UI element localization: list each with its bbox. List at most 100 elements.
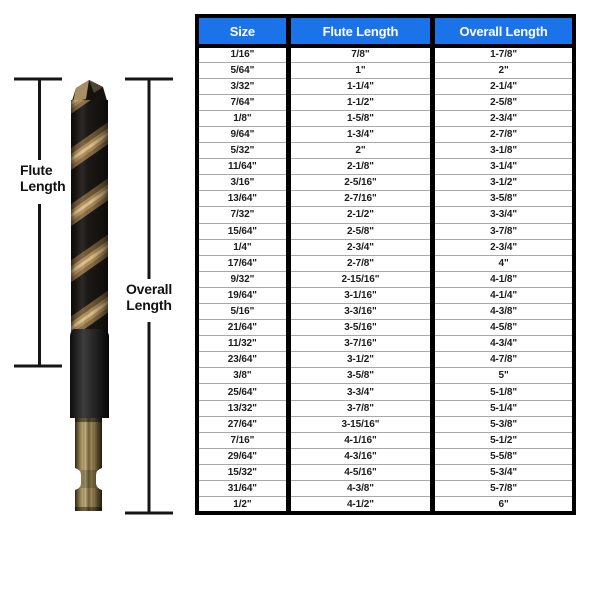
- table-row: 23/64" 3-1/2" 4-7/8": [197, 351, 574, 368]
- table-row: 7/32" 2-1/2" 3-3/4": [197, 206, 574, 224]
- table-row: 1/16" 7/8" 1-7/8": [197, 46, 574, 63]
- flute-length-label: Flute Length: [20, 162, 66, 194]
- table-cell: 25/64": [197, 383, 289, 401]
- table-cell: 5-1/4": [430, 399, 574, 417]
- table-cell: 3-1/2": [430, 174, 574, 191]
- table-cell: 2-15/16": [285, 270, 433, 288]
- table-cell: 13/32": [197, 399, 289, 417]
- table-cell: 3-5/16": [285, 319, 433, 336]
- overall-length-label: Overall Length: [111, 281, 187, 313]
- drill-flutes: [71, 100, 108, 337]
- table-row: 31/64" 4-3/8" 5-7/8": [197, 480, 574, 497]
- table-cell: 5-1/2": [430, 431, 574, 449]
- table-cell: 1-7/8": [430, 46, 574, 63]
- table-cell: 2-1/2": [285, 206, 433, 224]
- drill-bit-image: [14, 77, 173, 515]
- table-row: 25/64" 3-3/4" 5-1/8": [197, 383, 574, 401]
- drill-shank: [70, 329, 109, 418]
- table-cell: 4-1/4": [430, 286, 574, 304]
- table-row: 7/16" 4-1/16" 5-1/2": [197, 431, 574, 449]
- table-cell: 3-3/4": [285, 383, 433, 401]
- table-cell: 2-1/4": [430, 77, 574, 95]
- table-cell: 5": [430, 367, 574, 384]
- table-cell: 2-7/8": [285, 254, 433, 272]
- overall-length-dimension-line: [125, 77, 173, 515]
- table-cell: 7/16": [197, 431, 289, 449]
- table-cell: 1-3/4": [285, 125, 433, 143]
- table-cell: 5-1/8": [430, 383, 574, 401]
- table-cell: 3-3/16": [285, 302, 433, 320]
- column-header-size: Size: [197, 16, 289, 48]
- table-cell: 21/64": [197, 319, 289, 336]
- table-cell: 7/8": [285, 46, 433, 63]
- drill-hex-shank: [75, 418, 102, 511]
- table-row: 11/32" 3-7/16" 4-3/4": [197, 335, 574, 352]
- table-cell: 4-1/2": [285, 496, 433, 513]
- table-row: 9/64" 1-3/4" 2-7/8": [197, 125, 574, 143]
- table-cell: 3-7/8": [285, 399, 433, 417]
- table-cell: 4-1/8": [430, 270, 574, 288]
- table-row: 27/64" 3-15/16" 5-3/8": [197, 415, 574, 433]
- flute-length-label-line2: Length: [20, 178, 66, 194]
- table-cell: 2-7/8": [430, 125, 574, 143]
- overall-length-label-line1: Overall: [125, 281, 173, 297]
- table-cell: 2": [285, 142, 433, 159]
- table-cell: 2-5/16": [285, 174, 433, 191]
- table-cell: 3-15/16": [285, 415, 433, 433]
- table-row: 15/32" 4-5/16" 5-3/4": [197, 463, 574, 481]
- table-cell: 3-1/16": [285, 286, 433, 304]
- table-cell: 17/64": [197, 254, 289, 272]
- table-row: 15/64" 2-5/8" 3-7/8": [197, 222, 574, 240]
- table-cell: 7/64": [197, 93, 289, 111]
- size-table-header: Size Flute Length Overall Length: [197, 16, 574, 48]
- table-row: 5/16" 3-3/16" 4-3/8": [197, 302, 574, 320]
- table-row: 7/64" 1-1/2" 2-5/8": [197, 93, 574, 111]
- overall-length-label-line2: Length: [126, 297, 172, 313]
- table-cell: 4-7/8": [430, 351, 574, 368]
- table-cell: 19/64": [197, 286, 289, 304]
- table-cell: 1-1/2": [285, 93, 433, 111]
- size-table-container: Size Flute Length Overall Length 1/16" 7/…: [195, 14, 576, 515]
- flute-length-dimension-line: [14, 77, 62, 368]
- table-cell: 3/32": [197, 77, 289, 95]
- table-cell: 1/4": [197, 238, 289, 256]
- flute-length-label-line1: Flute: [20, 162, 53, 178]
- table-cell: 3-5/8": [285, 367, 433, 384]
- table-row: 1/4" 2-3/4" 2-3/4": [197, 238, 574, 256]
- table-cell: 5-3/8": [430, 415, 574, 433]
- table-cell: 4-5/16": [285, 463, 433, 481]
- table-cell: 4": [430, 254, 574, 272]
- table-row: 21/64" 3-5/16" 4-5/8": [197, 319, 574, 336]
- table-cell: 3-1/8": [430, 142, 574, 159]
- table-row: 1/2" 4-1/2" 6": [197, 496, 574, 513]
- table-cell: 4-3/16": [285, 447, 433, 465]
- column-header-flute-length: Flute Length: [285, 16, 433, 48]
- table-cell: 1-1/4": [285, 77, 433, 95]
- table-row: 13/64" 2-7/16" 3-5/8": [197, 190, 574, 207]
- table-row: 3/32" 1-1/4" 2-1/4": [197, 77, 574, 95]
- table-cell: 4-3/8": [430, 302, 574, 320]
- table-row: 17/64" 2-7/8" 4": [197, 254, 574, 272]
- table-cell: 3-7/8": [430, 222, 574, 240]
- table-row: 3/8" 3-5/8" 5": [197, 367, 574, 384]
- table-cell: 7/32": [197, 206, 289, 224]
- table-cell: 23/64": [197, 351, 289, 368]
- table-cell: 9/32": [197, 270, 289, 288]
- table-row: 3/16" 2-5/16" 3-1/2": [197, 174, 574, 191]
- size-table: Size Flute Length Overall Length 1/16" 7/…: [195, 14, 576, 515]
- size-table-body: 1/16" 7/8" 1-7/8" 5/64" 1" 2" 3/32" 1-1/4" 2-1/4…: [197, 46, 574, 513]
- column-header-overall-length: Overall Length: [430, 16, 574, 48]
- table-cell: 2-3/4": [430, 109, 574, 127]
- table-row: 1/8" 1-5/8" 2-3/4": [197, 109, 574, 127]
- table-cell: 2-3/4": [430, 238, 574, 256]
- table-cell: 3-3/4": [430, 206, 574, 224]
- table-cell: 3-1/4": [430, 158, 574, 175]
- table-cell: 15/64": [197, 222, 289, 240]
- table-cell: 2-5/8": [430, 93, 574, 111]
- table-cell: 11/64": [197, 158, 289, 175]
- table-cell: 5/16": [197, 302, 289, 320]
- table-cell: 3/16": [197, 174, 289, 191]
- table-cell: 1/8": [197, 109, 289, 127]
- table-cell: 4-3/4": [430, 335, 574, 352]
- table-cell: 1/2": [197, 496, 289, 513]
